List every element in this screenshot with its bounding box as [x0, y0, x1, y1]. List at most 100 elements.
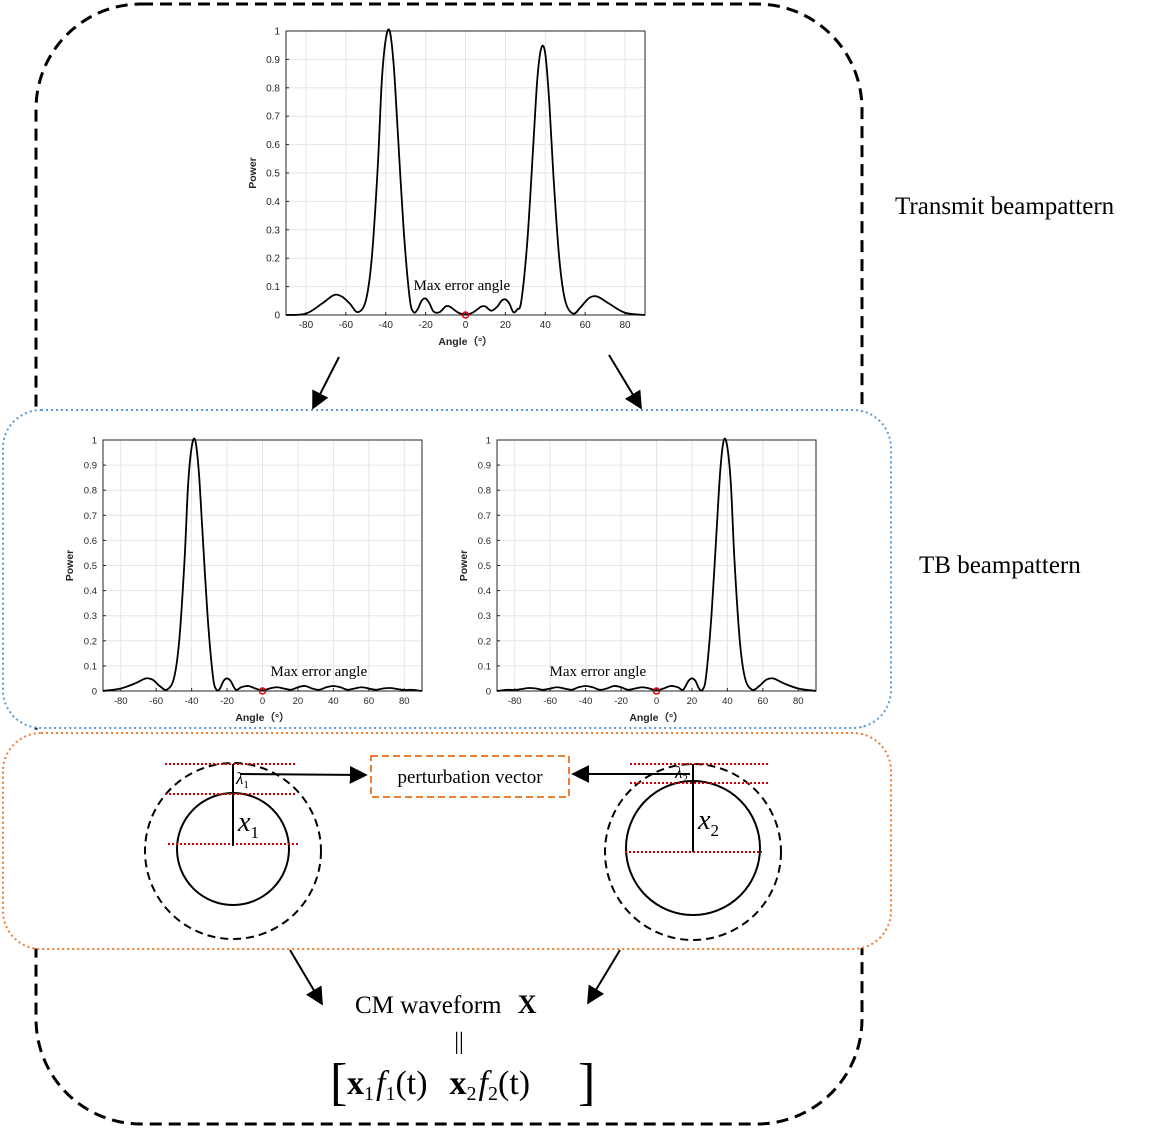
x-tick-label: 20	[293, 696, 304, 707]
y-tick-label: 0.8	[478, 486, 491, 497]
tb-beampattern-label: TB beampattern	[919, 552, 1081, 579]
max-error-marker	[461, 311, 470, 319]
y-tick-label: 1	[274, 27, 280, 38]
max-error-label: Max error angle	[414, 278, 511, 294]
y-tick-label: 0.7	[266, 112, 280, 123]
x-tick-label: 80	[399, 696, 410, 707]
circle-group-1: λ1 x1	[144, 762, 322, 940]
max-error-label: Max error angle	[550, 664, 647, 680]
x-tick-label: -40	[579, 696, 593, 707]
formula-right-bracket: ]	[578, 1054, 595, 1111]
y-tick-label: 0.1	[266, 282, 280, 293]
arrow-circle1-to-cm	[289, 949, 323, 1006]
x-tick-label: 0	[654, 696, 659, 707]
x-axis-label: Angle（°）	[629, 711, 683, 724]
x-tick-label: -20	[614, 696, 628, 707]
perturbation-vector-box	[370, 755, 570, 798]
perturbation-vector-label: perturbation vector	[397, 767, 543, 788]
y-tick-label: 0.6	[266, 140, 280, 151]
x-axis-label: Angle（°）	[235, 711, 289, 724]
x-tick-label: -80	[508, 696, 522, 707]
equality-sign: ||	[454, 1029, 464, 1055]
x-tick-label: -20	[220, 696, 234, 707]
x-tick-label: -60	[543, 696, 557, 707]
max-error-marker	[652, 687, 661, 695]
x-tick-label: 0	[260, 696, 265, 707]
y-tick-label: 0.5	[478, 561, 491, 572]
arrow-circle2-to-cm	[587, 949, 621, 1005]
y-tick-label: 1	[92, 436, 97, 447]
x-tick-label: 80	[619, 320, 631, 331]
x-tick-label: 20	[687, 696, 698, 707]
x-tick-label: 40	[328, 696, 339, 707]
y-tick-label: 0.8	[84, 486, 97, 497]
y-axis-label: Power	[64, 550, 76, 582]
x-tick-label: -20	[418, 320, 433, 331]
x-tick-label: 60	[580, 320, 592, 331]
perturbed-circle-1	[144, 762, 322, 940]
x-tick-label: -60	[339, 320, 354, 331]
x-tick-label: 60	[758, 696, 769, 707]
y-tick-label: 0.4	[84, 586, 97, 597]
y-tick-label: 0	[92, 687, 97, 698]
y-tick-label: 0.6	[478, 536, 491, 547]
x-tick-label: 40	[540, 320, 552, 331]
y-tick-label: 0.4	[478, 586, 491, 597]
formula-expression: x1f1(t) x2f2(t)	[347, 1065, 530, 1105]
x-tick-label: -60	[149, 696, 163, 707]
y-axis-label: Power	[458, 550, 470, 582]
y-axis-label: Power	[247, 157, 259, 189]
y-tick-label: 0	[486, 687, 491, 698]
max-error-label: Max error angle	[271, 664, 368, 680]
tb-beampattern-chart-left: -80 -60 -40 -20 0 20 40 60 80 0 0.1 0.2 0.3 0.4 0.5 0.6…	[64, 436, 423, 724]
circle-section-box	[2, 732, 892, 950]
transmit-beampattern-chart: -80 -60 -40 -20 0 20 40 60 80 0 0.1 0.2 0.3 0.4 0.5 0.6…	[247, 27, 646, 348]
circle-group-2: λ2 x2	[604, 763, 782, 941]
x-label-2: x2	[697, 805, 719, 840]
x-tick-label: -80	[299, 320, 314, 331]
transmit-beampattern-label: Transmit beampattern	[895, 193, 1115, 220]
y-tick-label: 0.4	[266, 197, 280, 208]
max-error-marker	[258, 687, 267, 695]
beampattern-curve	[102, 437, 423, 692]
beampattern-curve	[285, 28, 646, 316]
x-tick-label: 40	[722, 696, 733, 707]
arrow-transmit-to-right	[608, 354, 642, 410]
cm-waveform-label: CM waveform X	[355, 990, 537, 1019]
x-axis-label: Angle（°）	[438, 335, 492, 348]
y-tick-label: 0.5	[84, 561, 97, 572]
x-tick-label: 80	[793, 696, 804, 707]
y-tick-label: 0.3	[84, 611, 97, 622]
x-tick-label: 20	[500, 320, 512, 331]
y-tick-label: 0.9	[84, 461, 97, 472]
x-tick-label: 0	[463, 320, 469, 331]
y-tick-label: 0.7	[478, 511, 491, 522]
x-label-1: x1	[237, 807, 259, 842]
y-tick-label: 1	[486, 436, 491, 447]
y-tick-label: 0.8	[266, 83, 280, 94]
x-tick-label: 60	[364, 696, 375, 707]
beampattern-curve	[496, 437, 817, 692]
x-tick-label: -80	[114, 696, 128, 707]
y-tick-label: 0.9	[478, 461, 491, 472]
y-tick-label: 0.3	[266, 225, 280, 236]
y-tick-label: 0.2	[478, 636, 491, 647]
y-tick-label: 0.9	[266, 55, 280, 66]
y-tick-label: 0	[274, 311, 280, 322]
tb-beampattern-chart-right: -80 -60 -40 -20 0 20 40 60 80 0 0.1 0.2 0.3 0.4 0.5 0.6…	[458, 436, 817, 724]
x-tick-label: -40	[378, 320, 393, 331]
y-tick-label: 0.5	[266, 169, 280, 180]
y-tick-label: 0.2	[84, 636, 97, 647]
y-tick-label: 0.1	[84, 661, 97, 672]
lambda-label-1: λ1	[235, 769, 249, 791]
y-tick-label: 0.2	[266, 254, 280, 265]
y-tick-label: 0.1	[478, 661, 491, 672]
arrow-lambda1-to-box	[239, 765, 368, 784]
y-tick-label: 0.6	[84, 536, 97, 547]
y-tick-label: 0.3	[478, 611, 491, 622]
perturbed-circle-2	[604, 763, 782, 941]
y-tick-label: 0.7	[84, 511, 97, 522]
waveform-formula: [ x1f1(t) x2f2(t) ]	[330, 1054, 595, 1111]
formula-left-bracket: [	[330, 1054, 347, 1111]
